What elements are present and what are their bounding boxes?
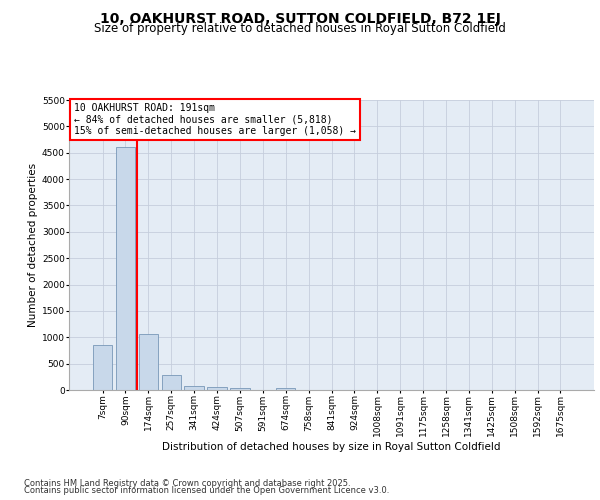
Text: Contains HM Land Registry data © Crown copyright and database right 2025.: Contains HM Land Registry data © Crown c…: [24, 478, 350, 488]
Text: Contains public sector information licensed under the Open Government Licence v3: Contains public sector information licen…: [24, 486, 389, 495]
X-axis label: Distribution of detached houses by size in Royal Sutton Coldfield: Distribution of detached houses by size …: [162, 442, 501, 452]
Bar: [116, 148, 135, 390]
Bar: [230, 388, 250, 390]
Bar: [161, 374, 181, 390]
Bar: [276, 388, 295, 390]
Text: 10 OAKHURST ROAD: 191sqm
← 84% of detached houses are smaller (5,818)
15% of sem: 10 OAKHURST ROAD: 191sqm ← 84% of detach…: [74, 103, 356, 136]
Text: Size of property relative to detached houses in Royal Sutton Coldfield: Size of property relative to detached ho…: [94, 22, 506, 35]
Y-axis label: Number of detached properties: Number of detached properties: [28, 163, 38, 327]
Bar: [139, 334, 158, 390]
Text: 10, OAKHURST ROAD, SUTTON COLDFIELD, B72 1EJ: 10, OAKHURST ROAD, SUTTON COLDFIELD, B72…: [100, 12, 500, 26]
Bar: [184, 386, 204, 390]
Bar: [93, 344, 112, 390]
Bar: [208, 387, 227, 390]
